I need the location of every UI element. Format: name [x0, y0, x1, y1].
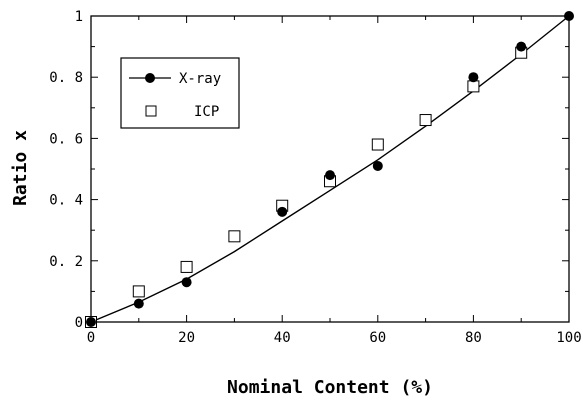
xray-point [325, 170, 335, 181]
xray-point [277, 206, 288, 217]
legend: X-ray ICP [120, 57, 240, 129]
icp-point [132, 285, 145, 298]
y-tick-label: 0. 6 [49, 131, 83, 147]
x-tick-label: 100 [556, 330, 581, 346]
legend-icp-marker [145, 105, 157, 117]
legend-label-xray: X-ray [179, 71, 221, 87]
y-axis-title: Ratio x [10, 130, 31, 206]
y-tick-label: 1 [75, 9, 83, 25]
xray-point [86, 317, 96, 327]
y-tick-label: 0 [75, 315, 83, 331]
icp-point [180, 260, 193, 273]
xray-point [133, 298, 144, 309]
xray-point [372, 160, 383, 171]
x-tick-label: 60 [369, 330, 386, 346]
icp-point [419, 114, 432, 127]
xray-point [468, 72, 479, 83]
icp-point [371, 138, 384, 151]
legend-box [120, 57, 240, 129]
x-tick-label: 80 [465, 330, 482, 346]
fit-curve [90, 15, 570, 323]
icp-point [467, 80, 480, 93]
xray-point [564, 11, 574, 21]
xray-point [516, 41, 527, 52]
y-tick-label: 0. 2 [49, 254, 83, 270]
legend-label-icp: ICP [194, 104, 219, 120]
x-axis-title: Nominal Content (%) [227, 377, 433, 398]
icp-point [228, 230, 241, 243]
legend-xray-marker [145, 73, 155, 83]
xray-point [181, 277, 192, 288]
x-tick-label: 0 [87, 330, 95, 346]
y-tick-label: 0. 8 [49, 70, 83, 86]
x-tick-label: 40 [274, 330, 291, 346]
y-tick-label: 0. 4 [49, 193, 83, 209]
x-tick-label: 20 [178, 330, 195, 346]
